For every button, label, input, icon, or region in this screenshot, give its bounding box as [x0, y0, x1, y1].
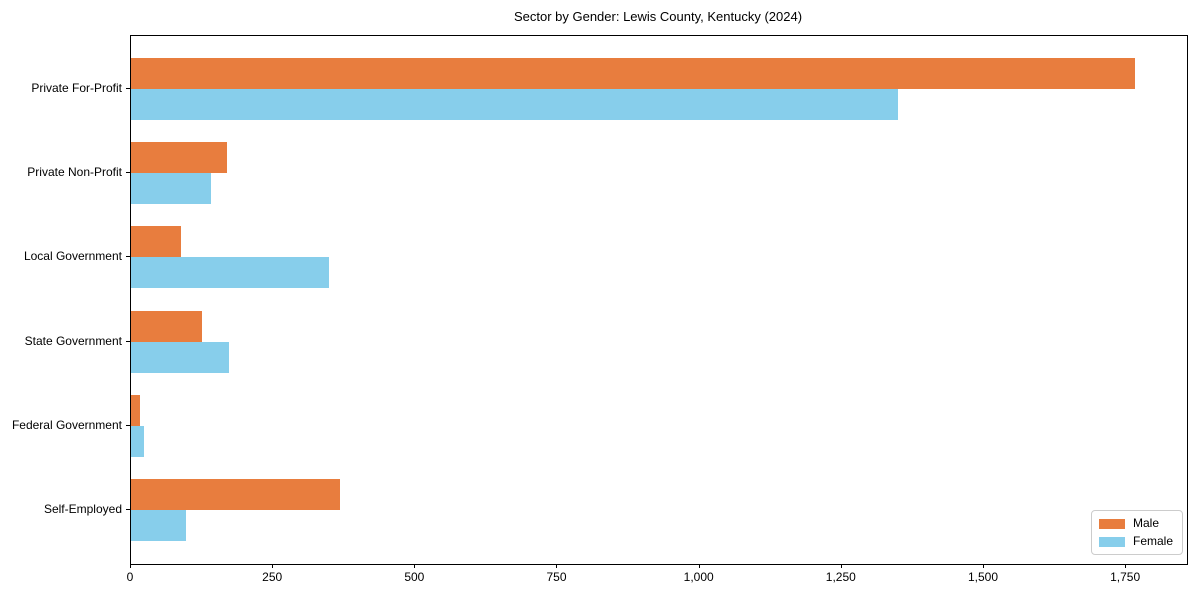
x-tick-mark	[414, 564, 416, 568]
y-tick-label-private-for-profit: Private For-Profit	[31, 80, 122, 95]
legend-entry-female: Female	[1098, 534, 1173, 548]
x-tick-label-1,500: 1,500	[967, 570, 998, 584]
female-color-swatch	[1098, 536, 1125, 547]
bar-female-private-for-profit	[131, 88, 899, 120]
x-tick-label-1,750: 1,750	[1110, 570, 1141, 584]
x-tick-label-0: 0	[126, 570, 134, 584]
y-tick-label-state-government: State Government	[24, 333, 122, 348]
bar-female-state-government	[131, 341, 230, 373]
bar-male-state-government	[131, 310, 203, 342]
bar-female-federal-government	[131, 425, 144, 457]
bar-female-private-non-profit	[131, 173, 211, 205]
y-tick-label-federal-government: Federal Government	[11, 417, 122, 432]
y-tick-label-self-employed: Self-Employed	[43, 502, 122, 517]
x-tick-mark	[130, 564, 131, 568]
y-tick-mark	[126, 340, 130, 342]
y-tick-mark	[126, 424, 130, 426]
x-tick-label-500: 500	[404, 570, 425, 584]
x-tick-label-250: 250	[262, 570, 283, 584]
legend-label-male: Male	[1132, 516, 1159, 530]
bar-male-self-employed	[131, 479, 340, 511]
y-tick-mark	[126, 509, 130, 511]
bar-male-federal-government	[131, 394, 140, 426]
bar-male-private-for-profit	[131, 57, 1136, 89]
x-tick-mark	[982, 564, 984, 568]
bar-female-self-employed	[131, 510, 187, 542]
y-tick-mark	[126, 172, 130, 174]
chart-title: Sector by Gender: Lewis County, Kentucky…	[513, 9, 803, 24]
y-tick-mark	[126, 256, 130, 258]
y-tick-mark	[126, 87, 130, 89]
x-tick-mark	[840, 564, 842, 568]
bar-male-private-non-profit	[131, 142, 228, 174]
legend-label-female: Female	[1132, 534, 1173, 548]
x-tick-mark	[272, 564, 274, 568]
bar-male-local-government	[131, 226, 182, 258]
x-tick-mark	[1125, 564, 1127, 568]
x-tick-label-1,250: 1,250	[825, 570, 856, 584]
male-color-swatch	[1098, 518, 1125, 529]
bar-female-local-government	[131, 257, 329, 289]
x-tick-mark	[556, 564, 558, 568]
x-tick-label-1,000: 1,000	[683, 570, 714, 584]
y-tick-label-private-non-profit: Private Non-Profit	[27, 165, 122, 180]
plot-area: Male Female	[130, 35, 1188, 565]
y-tick-label-local-government: Local Government	[23, 249, 122, 264]
legend-entry-male: Male	[1098, 516, 1173, 530]
legend: Male Female	[1090, 510, 1183, 555]
x-tick-mark	[698, 564, 700, 568]
x-tick-label-750: 750	[546, 570, 567, 584]
